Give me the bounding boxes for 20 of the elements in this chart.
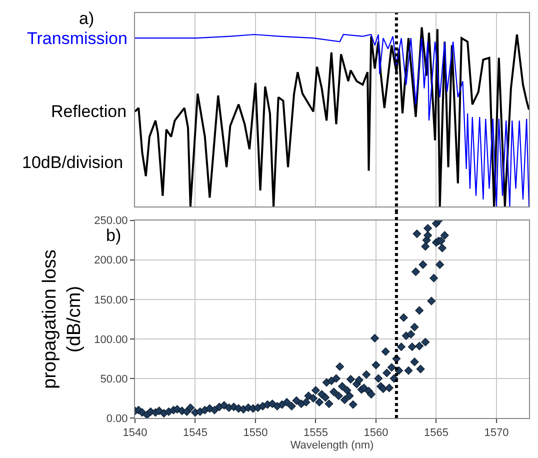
y-tick-label: 150.00 (94, 294, 128, 306)
x-tick-label: 1570 (484, 427, 509, 440)
series-label: Reflection (51, 102, 127, 121)
y-axis-title: propagation loss (dB/cm) (39, 249, 85, 389)
x-tick-label: 1545 (183, 427, 208, 440)
chart-title: a) (79, 9, 94, 28)
x-tick-label: 1540 (122, 427, 148, 440)
y-tick-label: 0.00 (106, 412, 128, 425)
series-label: Transmission (27, 29, 128, 48)
y-tick-label: 50.00 (100, 373, 128, 386)
y-tick-label: 100.00 (94, 334, 128, 346)
x-tick-label: 1560 (364, 427, 388, 440)
text: 10dB/division (22, 153, 124, 172)
y-tick-label: 250.00 (94, 215, 128, 228)
x-tick-label: 1555 (303, 427, 328, 440)
chart-title: b) (106, 226, 122, 245)
x-tick-label: 1565 (424, 427, 448, 440)
x-axis-title: Wavelength (nm) (290, 439, 374, 452)
y-tick-label: 200.00 (94, 254, 128, 267)
x-tick-label: 1550 (243, 427, 268, 440)
